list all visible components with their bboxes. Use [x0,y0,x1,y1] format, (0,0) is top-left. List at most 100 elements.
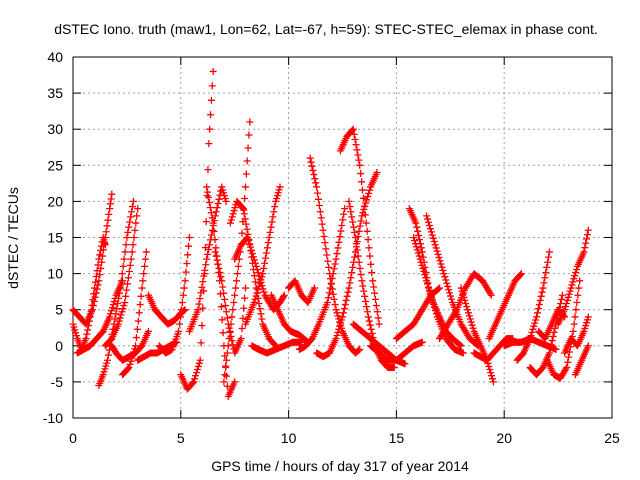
data-point [211,248,219,256]
data-point [437,260,445,268]
data-point [185,234,193,241]
y-tick-label: 10 [47,266,63,282]
data-point [241,195,249,203]
data-point [190,378,198,386]
data-point [487,291,495,299]
data-point [320,232,328,240]
data-point [245,237,253,245]
y-tick-label: -5 [51,374,64,390]
data-point [326,275,334,283]
data-point [216,269,224,277]
data-point [212,252,220,260]
data-point [367,260,375,268]
data-point [311,175,319,183]
data-point [94,281,102,289]
data-point [237,335,245,343]
data-point [314,195,322,203]
data-point [337,227,345,235]
data-point [142,248,150,256]
data-point [249,253,257,261]
data-point [129,241,137,249]
data-point [210,227,218,235]
data-point [106,205,114,213]
data-point [209,219,217,227]
data-point [258,315,266,323]
data-point [199,278,207,286]
data-point [120,302,128,310]
data-point [535,301,543,309]
data-point [224,342,232,350]
data-point [351,234,359,241]
data-point [361,211,369,219]
data-point [363,308,371,316]
data-point [362,219,370,227]
data-point [204,250,212,258]
data-point [220,378,228,386]
data-point [247,243,255,251]
data-point [202,261,210,269]
data-point [203,183,211,191]
data-point [222,197,230,205]
data-point [348,213,356,221]
data-series [267,291,312,346]
data-point [584,226,592,234]
data-point [370,283,378,291]
data-point [179,291,187,299]
data-point [308,162,316,170]
data-point [433,247,441,255]
data-point [415,252,423,260]
data-point [363,196,371,204]
data-point [115,317,123,325]
data-point [356,161,364,169]
data-point [431,241,439,249]
data-point [333,331,341,339]
data-point [309,166,317,174]
data-point [562,300,570,308]
data-point [566,287,574,295]
x-tick-label: 5 [177,430,185,446]
data-point [545,349,553,357]
data-point [206,204,214,212]
data-point [375,320,383,328]
data-point [360,203,368,211]
data-point [331,301,339,309]
y-tick-label: 0 [55,338,63,354]
data-point [241,183,249,191]
data-point [526,335,534,343]
data-point [544,258,552,266]
data-point [212,208,220,216]
data-point [321,239,329,247]
data-point [350,223,358,231]
data-point [218,316,226,324]
data-point [247,246,255,254]
data-point [333,250,341,258]
data-point [244,144,252,152]
data-point [319,226,327,234]
data-point [178,298,186,306]
data-series [485,270,525,343]
data-point [307,158,315,166]
data-point [263,244,271,252]
data-point [117,311,125,319]
data-point [226,219,234,227]
data-point [258,273,266,281]
data-point [118,270,126,278]
data-point [240,304,248,312]
data-point [239,205,247,213]
data-point [176,320,184,328]
data-point [366,186,374,194]
data-point [354,252,362,260]
data-point [138,284,146,292]
data-point [573,298,581,306]
data-point [418,338,426,346]
data-point [537,292,545,300]
data-point [458,287,466,295]
data-point [252,292,260,300]
data-point [325,289,333,297]
data-point [575,284,583,292]
data-point [144,327,152,335]
data-point [259,270,267,278]
data-point [333,309,341,317]
data-point [316,208,324,216]
data-point [233,277,241,285]
